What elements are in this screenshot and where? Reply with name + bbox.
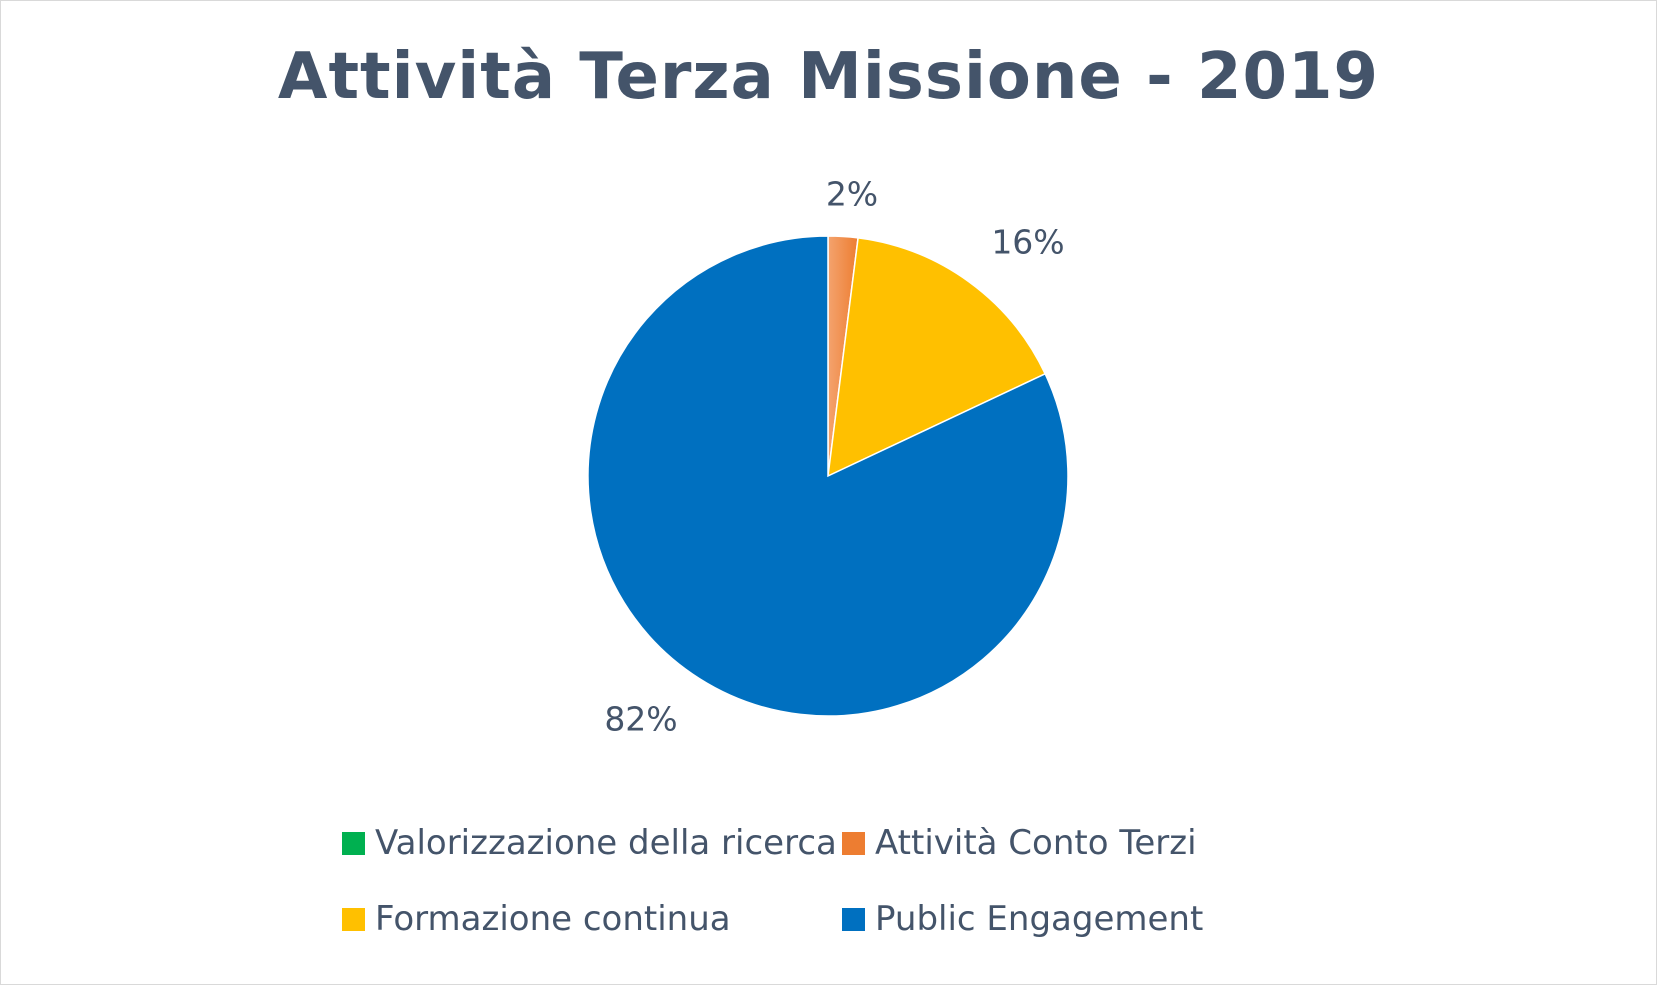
- data-label: 16%: [991, 223, 1064, 262]
- legend-swatch: [842, 907, 865, 931]
- legend-item-conto-terzi: Attività Conto Terzi: [842, 823, 1197, 863]
- legend-item-public-engagement: Public Engagement: [842, 899, 1203, 939]
- legend-label: Attività Conto Terzi: [875, 823, 1197, 863]
- legend-label: Valorizzazione della ricerca: [375, 823, 837, 863]
- legend-swatch: [342, 831, 365, 855]
- legend-item-formazione: Formazione continua: [342, 899, 731, 939]
- legend-label: Public Engagement: [875, 899, 1204, 939]
- data-label: 2%: [826, 175, 878, 214]
- data-label: 82%: [604, 700, 677, 739]
- pie-slice: [827, 237, 1047, 478]
- legend-item-valorizzazione: Valorizzazione della ricerca: [342, 823, 837, 863]
- legend-label: Formazione continua: [375, 899, 731, 939]
- legend-swatch: [842, 831, 865, 855]
- legend-swatch: [342, 907, 365, 931]
- chart-title: Attività Terza Missione - 2019: [277, 40, 1380, 114]
- pie-slice: [587, 235, 1069, 717]
